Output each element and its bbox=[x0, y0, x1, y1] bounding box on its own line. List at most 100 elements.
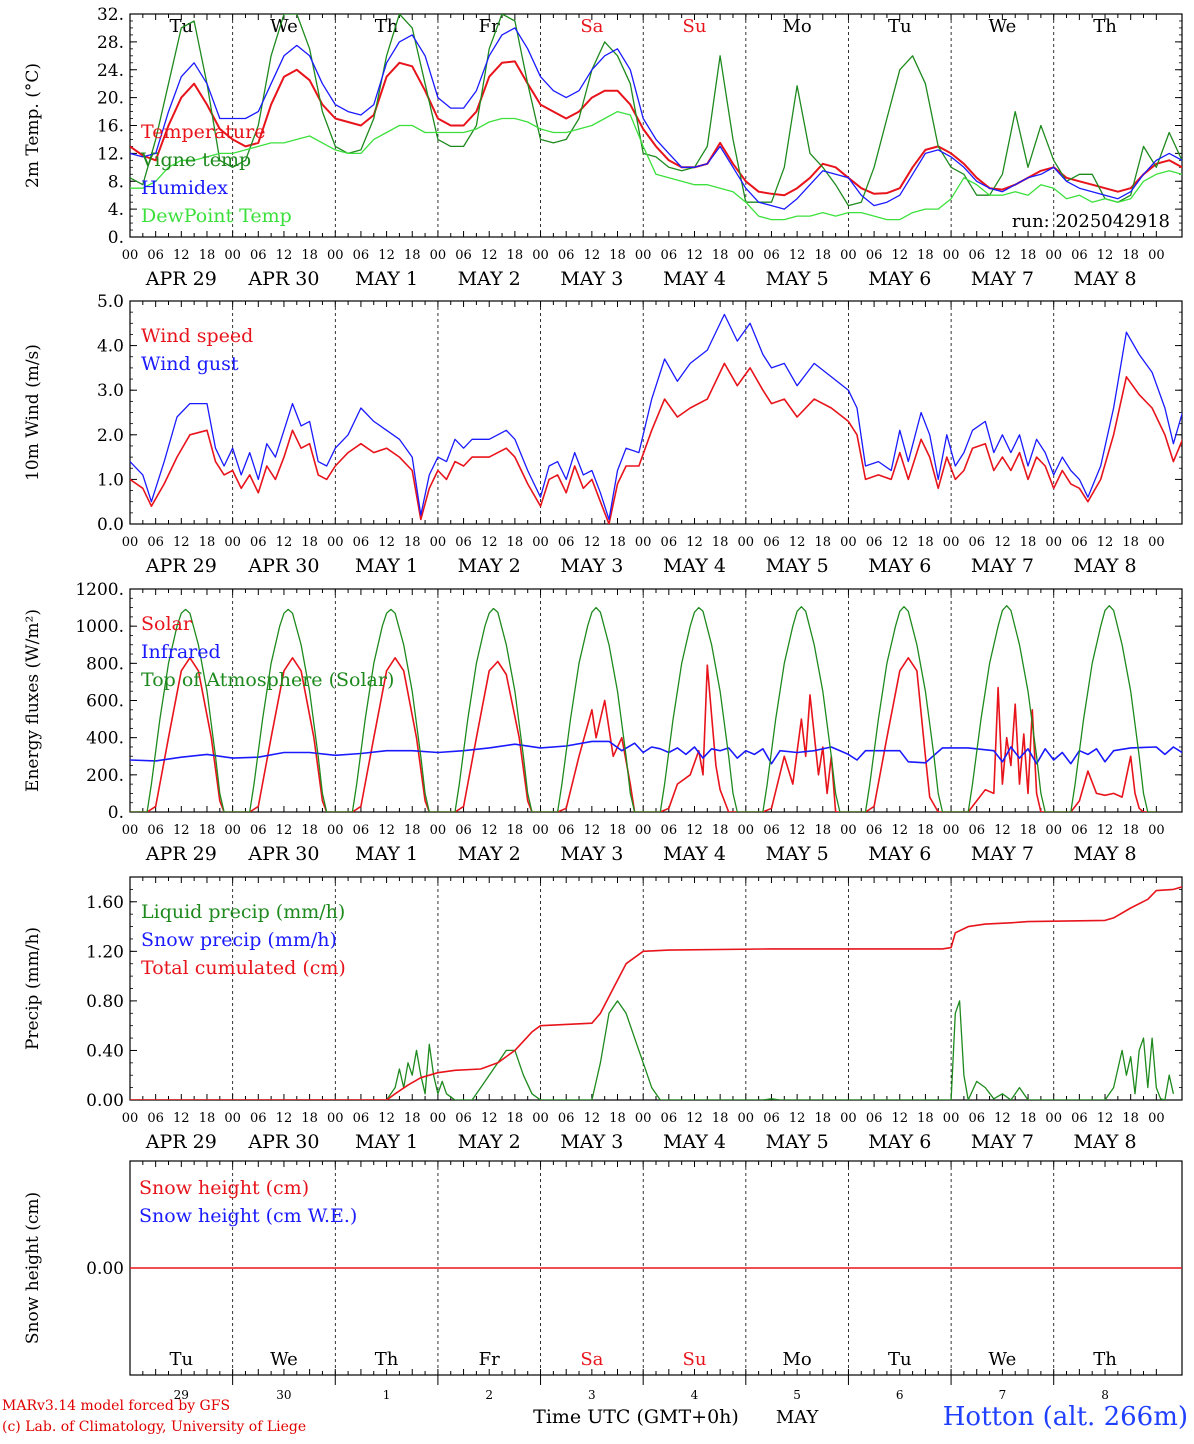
date-label: APR 29 bbox=[145, 268, 217, 290]
hour-tick-label: 18 bbox=[507, 248, 524, 263]
hour-tick-label: 06 bbox=[558, 535, 575, 550]
hour-tick-label: 06 bbox=[1071, 248, 1088, 263]
x-axis-label: Time UTC (GMT+0h) bbox=[533, 1406, 739, 1428]
day-of-week-label: We bbox=[989, 16, 1017, 37]
day-number-label: 29 bbox=[174, 1388, 189, 1402]
hour-tick-label: 12 bbox=[994, 823, 1011, 838]
hour-tick-label: 12 bbox=[584, 248, 601, 263]
date-label: MAY 8 bbox=[1073, 268, 1136, 290]
date-label: MAY 7 bbox=[971, 268, 1034, 290]
hour-tick-label: 06 bbox=[661, 248, 678, 263]
day-number-label: 3 bbox=[588, 1388, 596, 1402]
date-label: APR 30 bbox=[247, 843, 319, 865]
hour-tick-label: 06 bbox=[661, 1111, 678, 1126]
date-label: MAY 4 bbox=[663, 1131, 726, 1153]
hour-tick-label: 00 bbox=[1148, 1111, 1165, 1126]
hour-tick-label: 12 bbox=[686, 535, 703, 550]
hour-tick-label: 00 bbox=[224, 535, 241, 550]
hour-tick-label: 00 bbox=[738, 1111, 755, 1126]
run-annotation: run: 2025042918 bbox=[1012, 211, 1170, 232]
hour-tick-label: 00 bbox=[738, 535, 755, 550]
hour-tick-label: 18 bbox=[712, 248, 729, 263]
day-of-week-label: Su bbox=[683, 16, 707, 37]
hour-tick-label: 00 bbox=[327, 1111, 344, 1126]
hour-tick-label: 18 bbox=[507, 823, 524, 838]
hour-tick-label: 12 bbox=[891, 823, 908, 838]
hour-tick-label: 18 bbox=[609, 248, 626, 263]
hour-tick-label: 18 bbox=[1122, 248, 1139, 263]
legend-entry: Snow precip (mm/h) bbox=[141, 929, 337, 951]
hour-tick-label: 06 bbox=[763, 1111, 780, 1126]
hour-tick-label: 06 bbox=[558, 248, 575, 263]
hour-tick-label: 06 bbox=[353, 535, 370, 550]
hour-tick-label: 00 bbox=[224, 248, 241, 263]
hour-tick-label: 00 bbox=[430, 248, 447, 263]
hour-tick-label: 12 bbox=[686, 248, 703, 263]
hour-tick-label: 12 bbox=[1097, 535, 1114, 550]
date-label: MAY 5 bbox=[766, 268, 829, 290]
day-of-week-label: We bbox=[270, 1349, 298, 1370]
day-number-label: 2 bbox=[485, 1388, 493, 1402]
y-tick-label: 0. bbox=[108, 228, 124, 248]
hour-tick-label: 12 bbox=[378, 823, 395, 838]
hour-tick-label: 18 bbox=[1122, 823, 1139, 838]
hour-tick-label: 06 bbox=[866, 248, 883, 263]
plot-frame bbox=[129, 588, 1183, 813]
hour-tick-label: 00 bbox=[943, 1111, 960, 1126]
hour-tick-label: 18 bbox=[1122, 1111, 1139, 1126]
date-label: MAY 7 bbox=[971, 1131, 1034, 1153]
date-label: MAY 7 bbox=[971, 555, 1034, 577]
hour-tick-label: 00 bbox=[943, 535, 960, 550]
series-temperature bbox=[130, 60, 1182, 197]
series-total-cumulated-cm- bbox=[130, 886, 1182, 1100]
date-label: MAY 6 bbox=[868, 555, 931, 577]
day-of-week-label: Su bbox=[683, 1349, 707, 1370]
y-tick-label: 16. bbox=[97, 117, 124, 137]
day-of-week-label: Sa bbox=[580, 1349, 603, 1370]
series-humidex bbox=[130, 27, 1182, 210]
hour-tick-label: 00 bbox=[1045, 1111, 1062, 1126]
hour-tick-label: 12 bbox=[276, 1111, 293, 1126]
y-tick-label: 4.0 bbox=[97, 337, 124, 357]
hour-tick-label: 00 bbox=[122, 248, 139, 263]
legend-entry: Wind gust bbox=[141, 353, 239, 375]
legend-entry: Snow height (cm W.E.) bbox=[139, 1205, 357, 1227]
date-label: MAY 4 bbox=[663, 843, 726, 865]
hour-tick-label: 00 bbox=[840, 248, 857, 263]
hour-tick-label: 06 bbox=[558, 1111, 575, 1126]
hour-tick-label: 18 bbox=[199, 535, 216, 550]
hour-tick-label: 06 bbox=[455, 1111, 472, 1126]
hour-tick-label: 06 bbox=[353, 248, 370, 263]
hour-tick-label: 00 bbox=[224, 1111, 241, 1126]
series-infrared bbox=[130, 740, 1182, 765]
legend-entry: Temperature bbox=[141, 121, 265, 143]
y-tick-label: 800. bbox=[86, 654, 124, 674]
date-label: APR 29 bbox=[145, 1131, 217, 1153]
day-number-label: 1 bbox=[383, 1388, 391, 1402]
hour-tick-label: 18 bbox=[609, 823, 626, 838]
hour-tick-label: 12 bbox=[173, 535, 190, 550]
date-label: APR 30 bbox=[247, 555, 319, 577]
hour-tick-label: 12 bbox=[686, 1111, 703, 1126]
series-liquid-precip-mm-h- bbox=[130, 1000, 1175, 1100]
hour-tick-label: 06 bbox=[250, 248, 267, 263]
hour-tick-label: 18 bbox=[301, 248, 318, 263]
date-label: MAY 8 bbox=[1073, 843, 1136, 865]
hour-tick-label: 18 bbox=[404, 535, 421, 550]
date-label: MAY 1 bbox=[355, 268, 418, 290]
hour-tick-label: 12 bbox=[994, 535, 1011, 550]
legend-entry: Liquid precip (mm/h) bbox=[141, 901, 345, 923]
day-of-week-label: Th bbox=[375, 16, 399, 37]
hour-tick-label: 18 bbox=[712, 1111, 729, 1126]
legend-entry: Wind speed bbox=[141, 325, 253, 347]
panel-4: 0.00 0.40 0.80 1.20 1.60 Precip (mm/h) 00 06 12 1… bbox=[23, 876, 1183, 1153]
y-tick-label: 1200. bbox=[75, 580, 124, 600]
hour-tick-label: 18 bbox=[917, 248, 934, 263]
date-label: MAY 6 bbox=[868, 843, 931, 865]
hour-tick-label: 12 bbox=[994, 1111, 1011, 1126]
hour-tick-label: 12 bbox=[481, 248, 498, 263]
hour-tick-label: 18 bbox=[712, 535, 729, 550]
hour-tick-label: 12 bbox=[789, 535, 806, 550]
y-axis-label: Snow height (cm) bbox=[23, 1192, 43, 1344]
